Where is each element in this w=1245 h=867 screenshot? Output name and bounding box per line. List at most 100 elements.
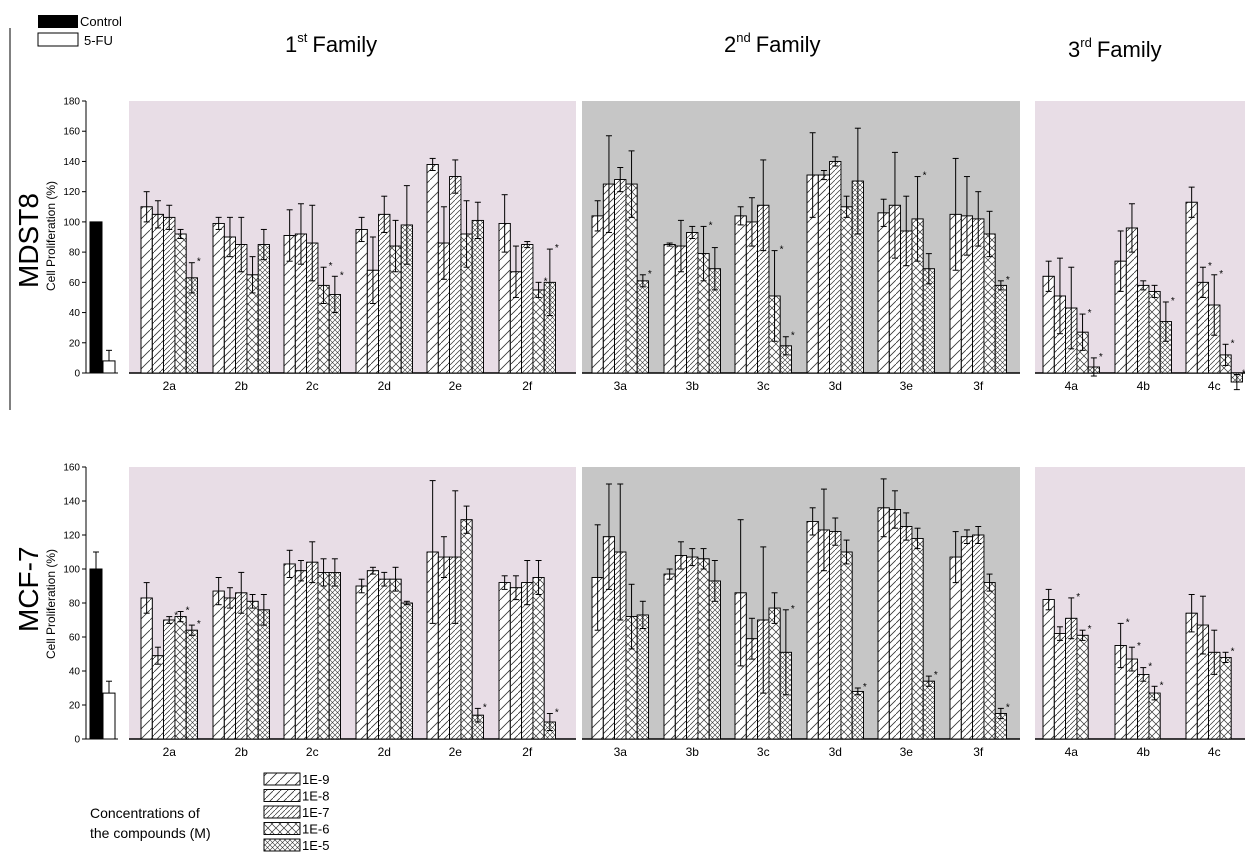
bar-pattern	[817, 174, 830, 374]
bar-pattern	[1137, 284, 1150, 374]
concentration-label: 1E-8	[302, 789, 329, 804]
cell-line-label-mdst8: MDST8	[13, 193, 44, 288]
x-tick-label-2a: 2a	[163, 379, 177, 393]
x-tick-label-3f: 3f	[973, 379, 984, 393]
bar-pattern	[151, 655, 165, 740]
bar-pattern	[246, 600, 259, 740]
x-tick-label-4a: 4a	[1065, 745, 1079, 759]
y-tick-label: 20	[69, 701, 81, 712]
concentration-label: 1E-9	[302, 772, 329, 787]
bar-pattern	[877, 507, 890, 740]
bar-pattern	[674, 555, 687, 740]
bar-pattern	[140, 206, 153, 374]
x-tick-label-2c: 2c	[306, 379, 319, 393]
bar-pattern	[994, 284, 1007, 374]
family-title-1: 1st Family	[285, 30, 377, 57]
significance-marker: *	[709, 220, 713, 231]
fu-bar	[102, 360, 116, 374]
bar-pattern	[426, 164, 439, 374]
bar-pattern	[163, 619, 176, 740]
bar-pattern	[663, 244, 676, 374]
bar-pattern	[151, 213, 165, 374]
bar-pattern	[509, 587, 522, 740]
x-tick-label-3c: 3c	[757, 379, 770, 393]
bar-pattern	[437, 556, 450, 740]
bar-pattern	[983, 582, 996, 740]
y-tick-label: 0	[74, 369, 80, 380]
y-tick-label: 80	[69, 599, 81, 610]
bar-pattern	[140, 597, 153, 740]
bar-pattern	[521, 582, 534, 740]
significance-marker: *	[648, 269, 652, 280]
bar-pattern	[366, 570, 379, 740]
x-tick-label-4b: 4b	[1137, 745, 1151, 759]
significance-marker: *	[555, 243, 559, 254]
significance-marker: *	[1208, 261, 1212, 272]
bar-pattern	[1137, 674, 1150, 740]
bar-pattern	[708, 580, 721, 740]
x-tick-label-4a: 4a	[1065, 379, 1079, 393]
x-tick-label-3c: 3c	[757, 745, 770, 759]
significance-marker: *	[1088, 308, 1092, 319]
x-tick-label-2d: 2d	[378, 379, 391, 393]
bar-pattern	[355, 229, 368, 374]
bar-pattern	[636, 614, 649, 740]
significance-marker: *	[555, 708, 559, 719]
significance-marker: *	[780, 245, 784, 256]
control-legend-label: Control	[80, 14, 122, 29]
x-tick-label-2f: 2f	[522, 379, 533, 393]
bar-pattern	[532, 289, 545, 374]
bar-pattern	[306, 561, 319, 740]
significance-marker: *	[1137, 641, 1141, 652]
bar-pattern	[922, 680, 935, 740]
x-tick-label-2c: 2c	[306, 745, 319, 759]
y-tick-label: 60	[69, 278, 81, 289]
bar-pattern	[840, 206, 853, 374]
bar-pattern	[471, 219, 484, 374]
x-tick-label-4b: 4b	[1137, 379, 1151, 393]
bar-pattern	[636, 280, 649, 374]
bar-pattern	[806, 521, 819, 740]
x-tick-label-2e: 2e	[449, 745, 463, 759]
x-tick-label-3b: 3b	[686, 745, 700, 759]
y-tick-label: 40	[69, 667, 81, 678]
significance-marker: *	[1219, 269, 1223, 280]
significance-marker: *	[174, 611, 178, 622]
y-tick-label: 100	[63, 565, 80, 576]
family-background-2	[582, 467, 1020, 739]
bar-pattern	[498, 582, 511, 740]
bar-pattern	[283, 563, 296, 740]
bar-pattern	[829, 161, 842, 374]
significance-marker: *	[1126, 617, 1130, 628]
significance-marker: *	[1231, 338, 1235, 349]
control-bar	[89, 221, 103, 374]
x-tick-label-4c: 4c	[1208, 379, 1221, 393]
bar-pattern	[449, 176, 462, 374]
significance-marker: *	[1006, 275, 1010, 286]
x-tick-label-2f: 2f	[522, 745, 533, 759]
bar-pattern	[734, 215, 747, 374]
significance-marker: *	[483, 702, 487, 713]
bar-pattern	[223, 597, 237, 740]
bar-pattern	[400, 602, 413, 740]
concentration-swatch-pattern	[263, 789, 301, 802]
bar-pattern	[317, 572, 330, 740]
significance-marker: *	[1160, 680, 1164, 691]
bar-pattern	[877, 212, 890, 374]
bar-pattern	[900, 526, 913, 740]
x-tick-label-2d: 2d	[378, 745, 391, 759]
significance-marker: *	[329, 261, 333, 272]
bar-pattern	[212, 590, 225, 740]
y-tick-label: 80	[69, 248, 81, 259]
bar-pattern	[1219, 657, 1232, 740]
significance-marker: *	[863, 682, 867, 693]
bar-pattern	[829, 531, 842, 740]
bar-pattern	[185, 629, 198, 740]
bar-pattern	[1148, 290, 1161, 374]
family-background-2	[582, 101, 1020, 373]
bar-pattern	[663, 573, 676, 740]
x-tick-label-2b: 2b	[235, 745, 249, 759]
bar-pattern	[174, 616, 187, 740]
